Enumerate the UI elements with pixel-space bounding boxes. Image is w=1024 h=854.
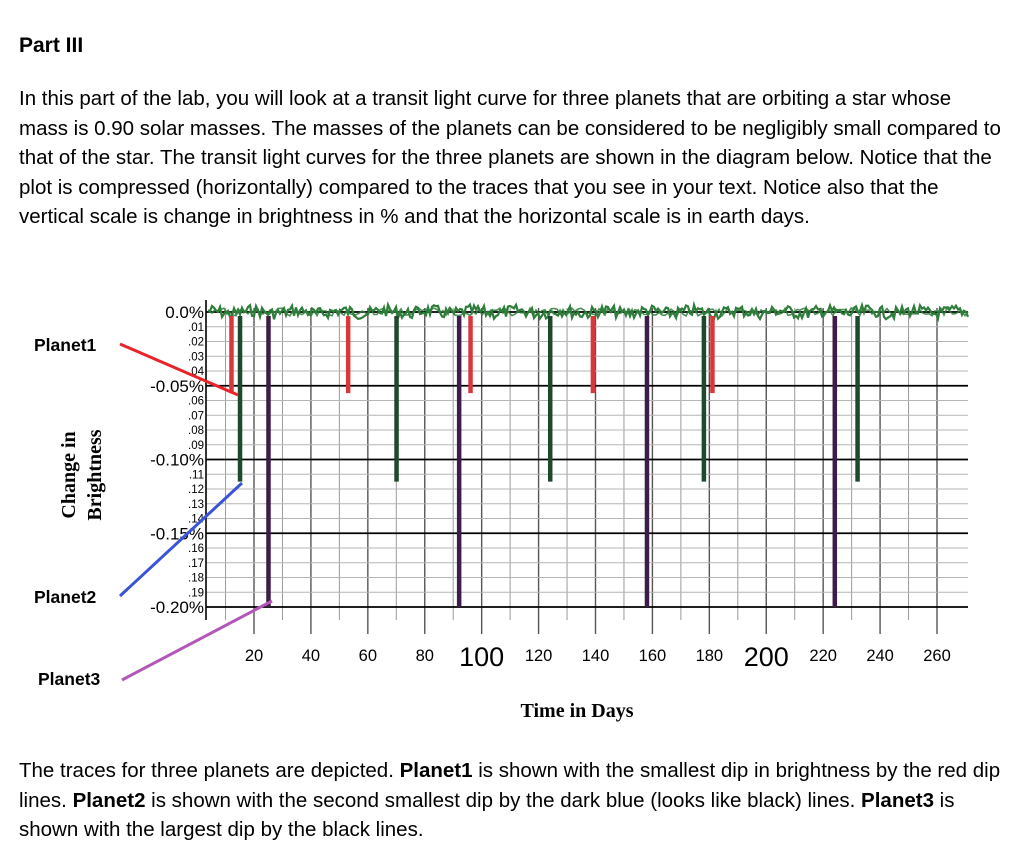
planet3-dip-line [832,316,838,607]
outro-paragraph: The traces for three planets are depicte… [19,759,1001,842]
intro-paragraph: In this part of the lab, you will look a… [19,87,1001,229]
y-minor-tick-label: .01 [188,322,204,334]
callout-label-planet1: Planet1 [34,335,97,355]
y-minor-tick-label: .02 [188,337,204,349]
x-tick-label: 240 [866,647,894,665]
y-axis-title-line: Brightness [84,429,106,520]
planet1-term: Planet1 [399,759,473,782]
planet1-dip-line [345,316,351,394]
y-minor-tick-label: .13 [188,499,204,511]
x-tick-label: 260 [923,647,951,665]
y-major-tick-label: -0.05% [150,377,204,396]
y-minor-tick-label: .11 [189,469,204,481]
baseline-noise-trace [207,300,970,323]
planet3-dip-line [644,316,650,607]
baseline-noise-line [208,306,969,318]
planet2-dip-line [394,316,399,482]
y-minor-tick-label: .17 [188,558,204,570]
y-minor-tick-label: .06 [188,396,204,408]
planet2-term: Planet2 [72,788,146,812]
transit-dips [229,316,860,607]
callout-label-planet3: Planet3 [38,669,101,689]
x-tick-label: 200 [744,642,789,672]
y-minor-tick-label: .07 [188,410,204,422]
series-planet3 [266,316,838,607]
planet1-dip-line [468,316,473,394]
callout-leader-planet3 [121,599,273,682]
y-major-tick-label: 0.0% [165,303,204,322]
chart-labels: Planet1 Planet2 Planet3 Change in Brightness… [34,335,634,722]
callout-label-planet2: Planet2 [34,587,97,607]
y-minor-tick-label: .16 [188,543,204,555]
planet3-dip-line [456,316,462,607]
planet3-term: Planet3 [861,788,934,812]
x-axis-title: Time in Days [521,700,634,722]
y-minor-tick-label: .12 [188,484,204,496]
x-tick-label: 160 [639,647,667,665]
callout-leader-planet2 [118,481,244,598]
x-tick-label: 20 [245,647,263,665]
planet1-dip-line [590,316,596,394]
x-tick-label: 80 [416,647,434,665]
transit-light-curve-chart: 0.0%-0.05%-0.10%-0.15%-0.20%.01.02.03.04… [34,300,970,722]
chart-grid [205,300,968,634]
y-major-tick-label: -0.10% [150,451,204,470]
planet1-dip-line [229,316,234,394]
y-minor-tick-label: .03 [188,351,204,363]
planet2-dip-line [237,316,243,482]
x-tick-label: 100 [459,642,504,672]
planet2-dip-line [855,316,860,482]
series-planet1 [229,316,838,394]
section-heading: Part III [19,34,84,57]
x-tick-label: 180 [696,647,724,665]
y-minor-tick-label: .18 [188,573,204,585]
y-minor-tick-label: .09 [188,440,204,452]
x-tick-label: 40 [302,647,320,665]
x-tick-label: 120 [525,647,553,665]
callout-leader-planet1 [119,342,239,397]
y-axis-title-line: Change in [58,431,80,518]
y-major-tick-label: -0.20% [150,598,204,617]
x-tick-label: 140 [582,647,610,665]
planet1-dip-line [710,316,715,394]
chart-ticks: 0.0%-0.05%-0.10%-0.15%-0.20%.01.02.03.04… [150,303,951,672]
y-minor-tick-label: .08 [188,425,204,437]
y-axis-title: Change in Brightness [58,429,106,520]
planet2-dip-line [701,316,707,482]
planet2-dip-line [547,316,553,482]
planet3-dip-line [266,316,271,607]
series-planet2 [237,316,860,482]
x-tick-label: 60 [359,647,377,665]
y-minor-tick-label: .19 [188,587,204,599]
x-tick-label: 220 [809,647,837,665]
